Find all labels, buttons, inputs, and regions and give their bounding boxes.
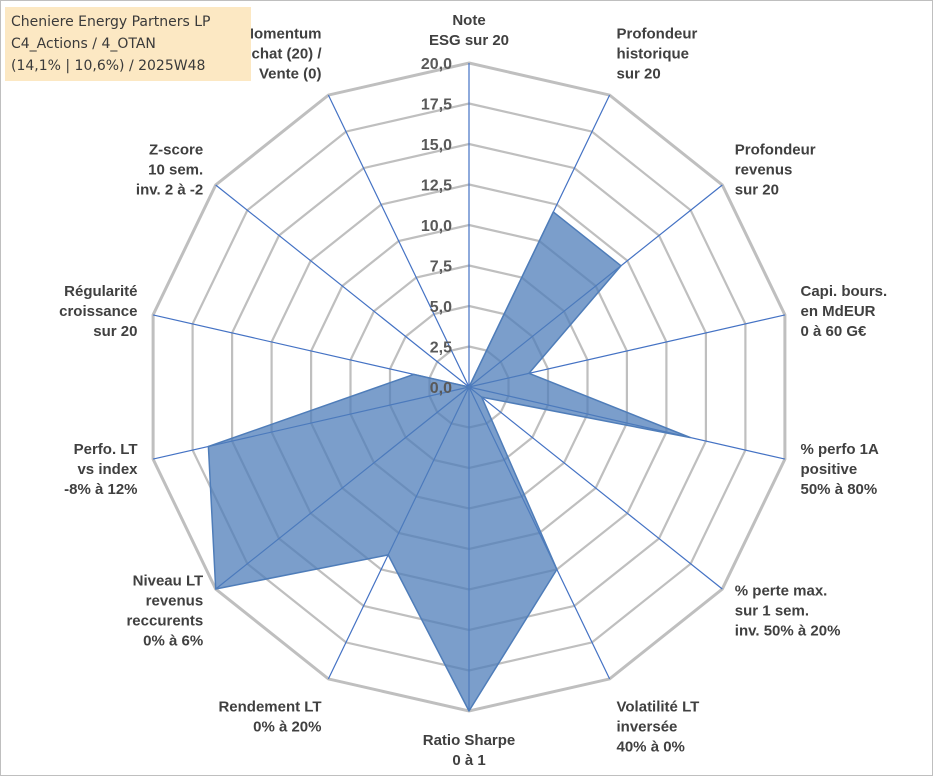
portfolio-category: C4_Actions / 4_OTAN [11, 36, 156, 52]
axis-label-line: Z-score [149, 141, 203, 158]
axis-label-line: Profondeur [617, 26, 698, 43]
axis-label-line: Niveau LT [133, 573, 204, 590]
axis-label-line: ESG sur 20 [429, 32, 509, 49]
axis-label-line: historique [617, 46, 690, 63]
axis-category-label: Perfo. LT vs index -8% à 12% [64, 441, 138, 498]
axis-label-line: positive [801, 461, 858, 478]
axis-label-line: inv. 2 à -2 [136, 181, 203, 198]
axis-category-label: % perfo 1A positive 50% à 80% [801, 441, 880, 498]
axis-label-line: en MdEUR [801, 303, 876, 320]
axis-category-label: Profondeur revenus sur 20 [735, 141, 816, 198]
axis-label-line: Perfo. LT [74, 441, 138, 458]
axis-label-line: 0% à 6% [143, 633, 203, 650]
radial-tick-label: 7,5 [430, 259, 452, 276]
axis-category-label: % perte max. sur 1 sem. inv. 50% à 20% [735, 583, 841, 640]
axis-category-label: Capi. bours. en MdEUR 0 à 60 G€ [801, 283, 888, 340]
radial-tick-label: 12,5 [421, 178, 452, 195]
axis-spoke [327, 94, 470, 388]
axis-label-line: croissance [59, 303, 137, 320]
radial-tick-label: 20,0 [421, 56, 452, 73]
axis-label-line: inv. 50% à 20% [735, 623, 841, 640]
chart-title-box: Cheniere Energy Partners LP C4_Actions /… [5, 7, 251, 81]
axis-label-line: Profondeur [735, 141, 816, 158]
radial-tick-label: 5,0 [430, 299, 452, 316]
axis-label-line: reccurents [126, 613, 203, 630]
axis-category-label: Niveau LT revenus reccurents 0% à 6% [126, 573, 203, 650]
axis-label-line: % perfo 1A [801, 441, 880, 458]
axis-spoke [468, 386, 723, 590]
axis-label-line: Régularité [64, 283, 137, 300]
axis-label-line: Note [452, 12, 485, 29]
axis-label-line: 0% à 20% [253, 718, 321, 735]
axis-label-line: revenus [146, 593, 204, 610]
axis-label-line: sur 20 [93, 323, 137, 340]
axis-label-line: 50% à 80% [801, 481, 878, 498]
radial-tick-label: 10,0 [421, 218, 452, 235]
axis-spoke [215, 184, 470, 388]
radial-tick-label: 2,5 [430, 340, 452, 357]
axis-label-line: Ratio Sharpe [423, 732, 516, 749]
axis-label-line: Capi. bours. [801, 283, 888, 300]
axis-label-line: vs index [77, 461, 138, 478]
axis-category-label: Ratio Sharpe 0 à 1 [423, 732, 516, 769]
axis-category-label: Volatilité LT inversée 40% à 0% [617, 698, 700, 755]
axis-category-label: Régularité croissance sur 20 [59, 283, 137, 340]
data-series-area [207, 211, 691, 712]
axis-label-line: 10 sem. [148, 161, 203, 178]
axis-label-line: % perte max. [735, 583, 828, 600]
performance-period: (14,1% | 10,6%) / 2025W48 [11, 58, 206, 74]
axis-label-line: Momentum [242, 26, 322, 43]
axis-label-line: 0 à 1 [452, 752, 485, 769]
axis-category-label: Note ESG sur 20 [429, 12, 509, 49]
axis-category-label: Z-score 10 sem. inv. 2 à -2 [136, 141, 203, 198]
radial-tick-label: 17,5 [421, 97, 452, 114]
axis-category-label: Momentum Achat (20) / Vente (0) [241, 26, 323, 83]
radial-tick-label: 15,0 [421, 137, 452, 154]
axis-label-line: Volatilité LT [617, 698, 700, 715]
radial-tick-label: 0,0 [430, 380, 452, 397]
axis-category-label: Profondeur historique sur 20 [617, 26, 698, 83]
axis-category-label: Rendement LT 0% à 20% [218, 698, 321, 735]
axis-label-line: sur 20 [735, 181, 779, 198]
axis-label-line: Rendement LT [218, 698, 321, 715]
axis-label-line: inversée [617, 718, 678, 735]
axis-label-line: Vente (0) [259, 66, 322, 83]
axis-label-line: revenus [735, 161, 793, 178]
axis-label-line: -8% à 12% [64, 481, 137, 498]
axis-label-line: 40% à 0% [617, 738, 685, 755]
axis-label-line: sur 1 sem. [735, 603, 809, 620]
axis-label-line: Achat (20) / [241, 46, 323, 63]
axis-label-line: sur 20 [617, 66, 661, 83]
axis-label-line: 0 à 60 G€ [801, 323, 868, 340]
company-name: Cheniere Energy Partners LP [11, 14, 211, 30]
